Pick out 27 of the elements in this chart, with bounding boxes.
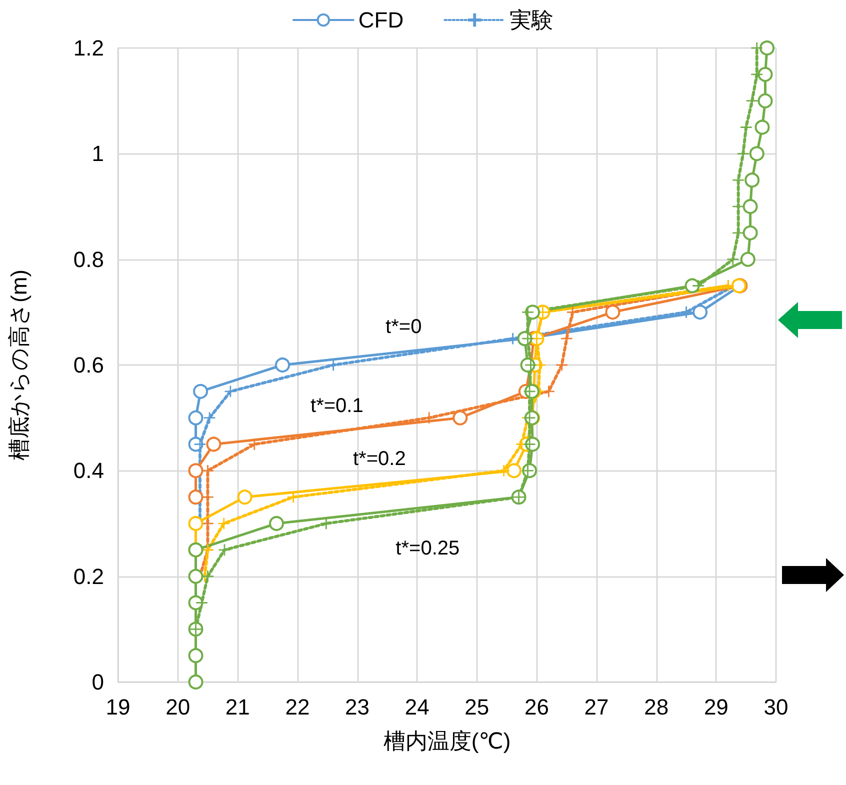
x-tick-label: 23 (345, 694, 370, 720)
x-tick-label: 26 (524, 694, 549, 720)
y-tick-label: 0.4 (73, 458, 104, 484)
x-tick-label: 21 (225, 694, 250, 720)
y-tick-label: 0.8 (73, 246, 104, 272)
annotation: t*=0 (386, 316, 422, 338)
x-tick-label: 28 (644, 694, 669, 720)
y-tick-label: 1.2 (73, 36, 104, 60)
annotation: t*=0.1 (310, 395, 364, 418)
x-tick-label: 22 (285, 694, 310, 720)
x-tick-label: 24 (404, 694, 430, 720)
y-tick-label: 0.6 (73, 352, 104, 378)
x-axis-title: 槽内温度(℃) (383, 728, 511, 754)
x-tick-label: 25 (464, 694, 490, 720)
annotation: t*=0.25 (396, 537, 460, 560)
y-axis-title: 槽底からの高さ(m) (6, 270, 32, 460)
y-tick-label: 0.2 (73, 564, 104, 589)
legend-label: CFD (358, 8, 404, 32)
x-tick-label: 27 (584, 694, 609, 720)
y-tick-label: 1 (92, 141, 104, 166)
y-tick-label: 0 (92, 670, 104, 694)
x-tick-label: 19 (106, 694, 130, 720)
x-tick-label: 20 (166, 694, 190, 720)
legend-label: 実験 (510, 8, 554, 32)
annotation: t*=0.2 (352, 448, 406, 470)
x-tick-label: 30 (764, 694, 788, 720)
x-tick-label: 29 (704, 694, 728, 720)
